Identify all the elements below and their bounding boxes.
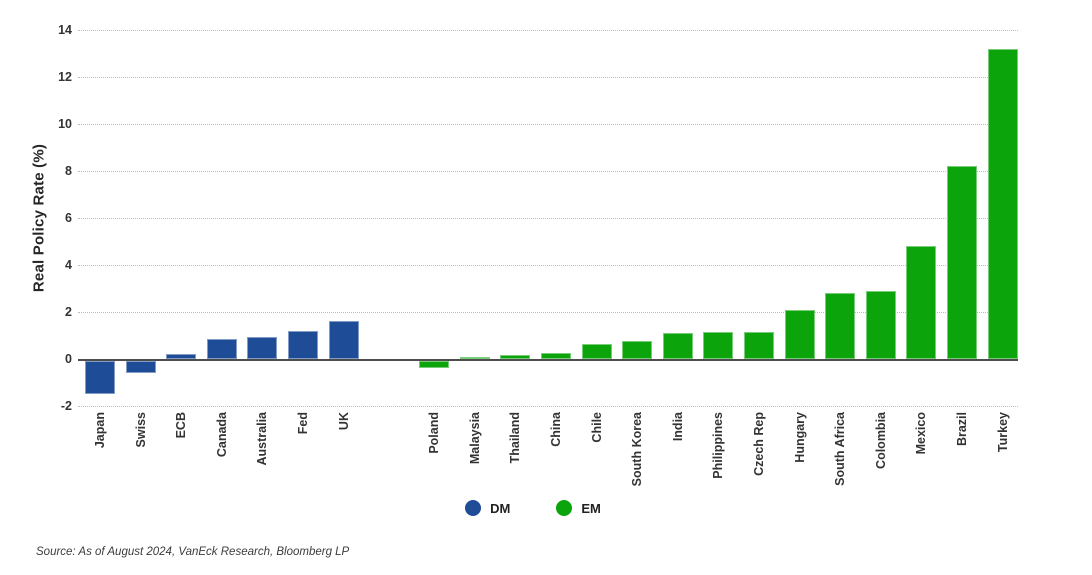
dm-swatch-icon [465, 500, 482, 516]
bar-thailand [500, 355, 531, 359]
x-axis-zero-line [78, 359, 1018, 361]
y-tick-label-8: 8 [65, 164, 72, 178]
bar-australia [247, 336, 278, 359]
y-tick-label-0: 0 [65, 352, 72, 366]
gridline-2 [78, 312, 1018, 313]
legend-item-dm: DM [465, 500, 510, 516]
bar-ecb [166, 354, 197, 359]
bar-malaysia [459, 356, 490, 359]
x-tick-label-poland: Poland [427, 412, 442, 454]
x-tick-label-colombia: Colombia [873, 412, 888, 469]
bar-hungary [784, 309, 815, 359]
x-tick-label-czech-rep: Czech Rep [752, 412, 766, 476]
y-tick-label-10: 10 [58, 117, 72, 131]
bar-brazil [947, 166, 977, 359]
gridline-4 [78, 265, 1018, 266]
bar-poland [419, 361, 450, 369]
y-tick-label-14: 14 [58, 23, 72, 37]
source-note: Source: As of August 2024, VanEck Resear… [36, 546, 350, 558]
x-tick-label-chile: Chile [589, 412, 604, 443]
bar-czech-rep [744, 331, 774, 359]
bar-colombia [865, 290, 896, 359]
x-tick-label-brazil: Brazil [955, 412, 969, 447]
x-tick-label-thailand: Thailand [508, 412, 523, 464]
x-tick-label-australia: Australia [255, 412, 270, 466]
bar-china [541, 353, 571, 359]
em-swatch-icon [556, 500, 573, 516]
bar-uk [328, 321, 359, 359]
x-tick-label-india: India [670, 412, 685, 442]
plot-area: 14 12 10 8 6 4 2 0 -2 Japan Swiss ECB Canada Australi… [58, 23, 1018, 486]
gridline-10 [78, 124, 1018, 125]
x-tick-label-hungary: Hungary [792, 412, 807, 463]
x-tick-label-canada: Canada [214, 412, 229, 458]
bar-south-korea [622, 341, 653, 359]
x-tick-label-malaysia: Malaysia [467, 412, 482, 465]
x-tick-label-turkey: Turkey [995, 412, 1010, 453]
gridline-8 [78, 171, 1018, 172]
gridline-6 [78, 218, 1018, 219]
y-tick-label-6: 6 [65, 211, 72, 225]
bar-mexico [906, 246, 937, 359]
x-tick-label-south-africa: South Africa [833, 412, 848, 486]
x-tick-label-japan: Japan [93, 412, 107, 449]
bar-fed [288, 330, 318, 359]
x-tick-label-uk: UK [336, 412, 351, 431]
x-tick-label-philippines: Philippines [711, 412, 726, 479]
bar-chile [581, 343, 612, 359]
bar-swiss [125, 361, 156, 373]
gridline-12 [78, 77, 1018, 78]
legend-label-em: EM [581, 500, 601, 516]
gridline--2 [78, 406, 1018, 407]
gridline-14 [78, 30, 1018, 31]
legend-label-dm: DM [490, 500, 511, 516]
y-tick-label-2: 2 [65, 305, 72, 319]
y-tick-label--2: -2 [60, 399, 72, 413]
bar-turkey [987, 48, 1018, 359]
legend-item-em: EM [556, 500, 601, 516]
x-tick-label-south-korea: South Korea [630, 412, 645, 487]
bar-japan [85, 361, 115, 394]
y-tick-label-12: 12 [58, 70, 72, 84]
x-tick-label-mexico: Mexico [914, 412, 929, 455]
bar-india [662, 333, 693, 359]
bar-south-africa [825, 293, 856, 359]
bar-canada [206, 339, 237, 359]
x-tick-label-ecb: ECB [174, 412, 189, 439]
legend: DM EM [0, 500, 1066, 516]
x-tick-label-swiss: Swiss [133, 412, 148, 448]
y-tick-label-4: 4 [65, 258, 72, 272]
bar-philippines [703, 331, 734, 359]
x-tick-label-china: China [549, 412, 563, 447]
x-tick-label-fed: Fed [296, 412, 310, 435]
